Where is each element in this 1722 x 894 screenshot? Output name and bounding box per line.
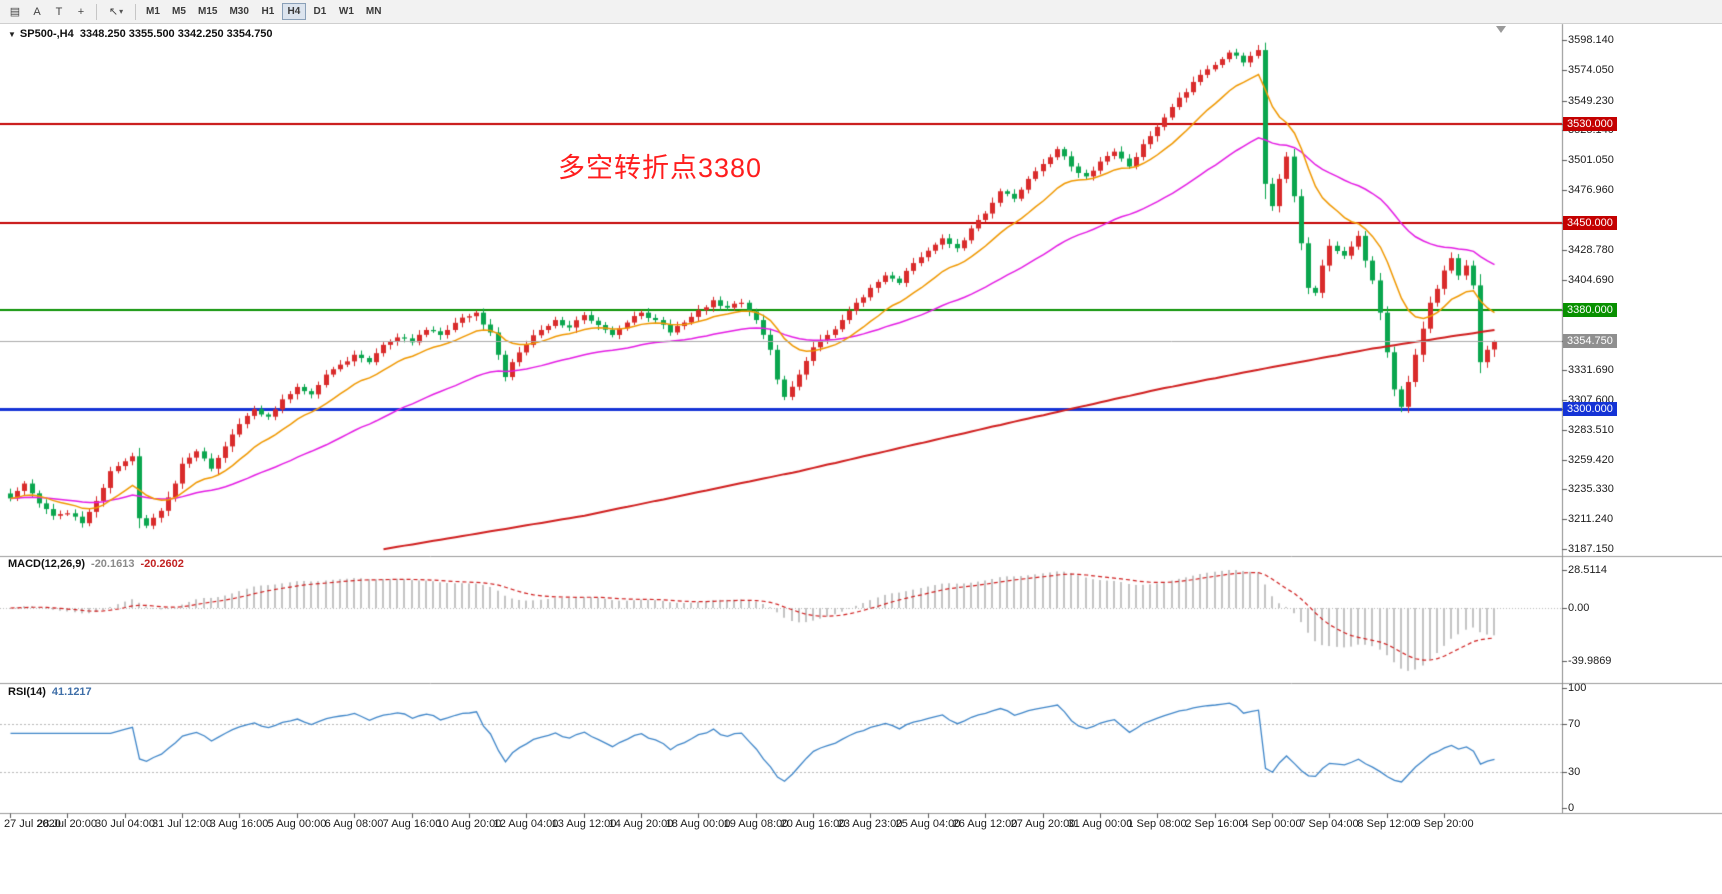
toolbar-divider [135, 3, 136, 20]
toolbar-divider [96, 3, 97, 20]
chevron-down-icon: ▾ [119, 7, 124, 16]
timeframe-M15-button[interactable]: M15 [193, 3, 222, 20]
cursor-a-icon[interactable]: A [26, 3, 48, 21]
chart-window-icon[interactable]: ▤ [4, 3, 26, 21]
timeframe-H4-button[interactable]: H4 [281, 3, 306, 20]
timeframe-MN-button[interactable]: MN [361, 3, 387, 20]
arrow-tools-group: ↖ ▾ [101, 3, 131, 21]
timeframe-H1-button[interactable]: H1 [256, 3, 280, 20]
timeframe-M1-button[interactable]: M1 [141, 3, 165, 20]
text-label-icon[interactable]: T [48, 3, 70, 21]
timeframe-W1-button[interactable]: W1 [334, 3, 359, 20]
toolbar: ▤ A T + ↖ ▾ M1 M5 M15 M30 H1 H4 D1 W1 MN [0, 0, 1722, 24]
timeframe-M30-button[interactable]: M30 [224, 3, 253, 20]
timeframe-M5-button[interactable]: M5 [167, 3, 191, 20]
arrow-tools-icon[interactable]: ↖ ▾ [101, 3, 131, 21]
timeframe-D1-button[interactable]: D1 [308, 3, 332, 20]
timeframe-buttons-group: M1 M5 M15 M30 H1 H4 D1 W1 MN [140, 3, 387, 20]
crosshair-icon[interactable]: + [70, 3, 92, 21]
drawing-tools-group: ▤ A T + [4, 3, 92, 21]
